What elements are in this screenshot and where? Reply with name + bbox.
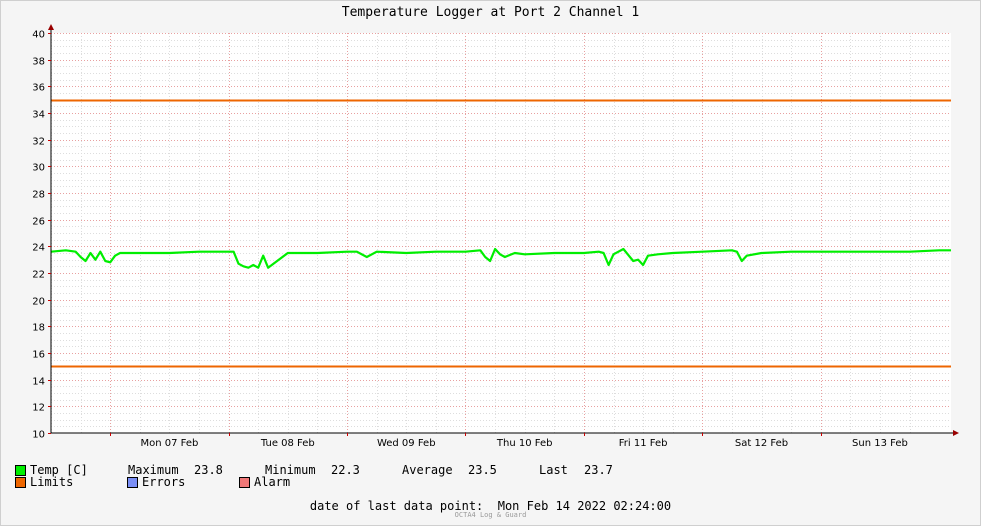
legend-errors-label: Errors: [142, 475, 186, 489]
y-tick-label: 18: [32, 323, 45, 334]
y-tick-label: 38: [32, 57, 45, 68]
legend-temp-label: Temp [C]: [30, 463, 88, 477]
x-axis-labels: Mon 07 Feb Tue 08 Feb Wed 09 Feb Thu 10 Feb…: [140, 438, 907, 449]
y-tick-label: 26: [32, 217, 45, 228]
y-tick-label: 20: [32, 297, 45, 308]
y-tick-label: 30: [32, 163, 45, 174]
legend-last-value: 23.7: [584, 463, 613, 477]
x-tick-label: Mon 07 Feb: [140, 438, 198, 449]
y-tick-label: 40: [32, 30, 45, 41]
temp-swatch-icon: [15, 465, 26, 476]
limits-swatch-icon: [15, 477, 26, 488]
last-data-point: date of last data point: Mon Feb 14 2022…: [0, 499, 981, 513]
legend-limits-label: Limits: [30, 475, 74, 489]
y-axis-labels: 10 12 14 16 18 20 22 24 26 28 30 32 34 36 38 40: [32, 30, 45, 441]
legend-average-value: 23.5: [468, 463, 497, 477]
y-tick-label: 24: [32, 243, 45, 254]
last-point-label: date of last data point:: [309, 499, 484, 513]
x-tick-label: Thu 10 Feb: [496, 438, 553, 449]
y-tick-label: 12: [32, 403, 45, 414]
chart-title: Temperature Logger at Port 2 Channel 1: [341, 5, 640, 20]
errors-swatch-icon: [127, 477, 138, 488]
last-point-value: Mon Feb 14 2022 02:24:00: [497, 499, 672, 513]
credit-watermark: OCTA4 Log & Guard: [454, 511, 527, 519]
y-tick-label: 34: [32, 110, 45, 121]
x-tick-label: Sun 13 Feb: [852, 438, 908, 449]
x-tick-label: Sat 12 Feb: [735, 438, 788, 449]
legend-last-label: Last: [539, 463, 568, 477]
legend-average-label: Average: [402, 463, 453, 477]
legend-alarm-label: Alarm: [254, 475, 291, 489]
y-axis-arrow-icon: [48, 24, 54, 30]
y-tick-label: 16: [32, 350, 45, 361]
legend-minimum-value: 22.3: [331, 463, 360, 477]
y-tick-label: 32: [32, 137, 45, 148]
alarm-swatch-icon: [239, 477, 250, 488]
x-tick-label: Tue 08 Feb: [260, 438, 315, 449]
limit-lines: [51, 99, 951, 368]
minor-grid: [51, 33, 951, 433]
legend-maximum-value: 23.8: [194, 463, 223, 477]
temp-series-line: [50, 247, 951, 269]
y-tick-label: 22: [32, 270, 45, 281]
x-tick-label: Wed 09 Feb: [377, 438, 436, 449]
y-tick-label: 14: [32, 377, 45, 388]
legend-minimum-label: Minimum: [265, 463, 316, 477]
series-lines: [50, 247, 951, 269]
axes: [48, 24, 959, 436]
y-tick-label: 28: [32, 190, 45, 201]
x-tick-label: Fri 11 Feb: [619, 438, 668, 449]
legend-maximum-label: Maximum: [128, 463, 179, 477]
x-axis-arrow-icon: [953, 430, 959, 436]
y-tick-label: 10: [32, 430, 45, 441]
y-tick-label: 36: [32, 83, 45, 94]
